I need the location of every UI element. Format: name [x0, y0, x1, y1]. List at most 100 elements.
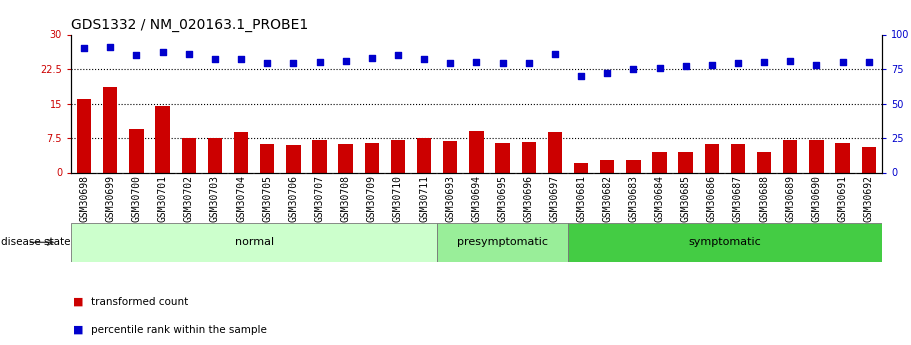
Bar [626, 160, 640, 172]
Bar [129, 129, 144, 172]
Point [260, 61, 274, 66]
Point [155, 50, 169, 55]
Text: GSM30710: GSM30710 [393, 175, 403, 222]
Text: GSM30693: GSM30693 [445, 175, 456, 222]
Text: GSM30692: GSM30692 [864, 175, 874, 222]
Bar [71, 223, 437, 262]
Point [652, 65, 667, 70]
Bar [286, 145, 301, 172]
Bar [679, 152, 693, 172]
Text: GSM30685: GSM30685 [681, 175, 691, 222]
Bar [809, 140, 824, 172]
Bar [652, 152, 667, 172]
Text: GSM30686: GSM30686 [707, 175, 717, 222]
Bar [103, 87, 118, 172]
Bar [568, 223, 882, 262]
Text: symptomatic: symptomatic [689, 237, 762, 247]
Bar [443, 141, 457, 172]
Text: GSM30700: GSM30700 [131, 175, 141, 222]
Point [626, 66, 640, 72]
Text: GSM30690: GSM30690 [812, 175, 822, 222]
Text: GSM30694: GSM30694 [472, 175, 481, 222]
Text: GSM30695: GSM30695 [497, 175, 507, 222]
Bar [548, 132, 562, 172]
Text: presymptomatic: presymptomatic [457, 237, 548, 247]
Point [391, 52, 405, 58]
Text: disease state: disease state [1, 237, 70, 247]
Bar [312, 140, 327, 172]
Point [521, 61, 536, 66]
Bar [862, 147, 876, 172]
Bar [208, 138, 222, 172]
Bar [437, 223, 568, 262]
Text: GSM30702: GSM30702 [184, 175, 194, 222]
Text: GSM30697: GSM30697 [550, 175, 560, 222]
Bar [260, 144, 274, 172]
Text: GSM30689: GSM30689 [785, 175, 795, 222]
Point [417, 57, 432, 62]
Point [809, 62, 824, 68]
Point [286, 61, 301, 66]
Bar [156, 106, 169, 172]
Bar [835, 142, 850, 172]
Point [783, 58, 798, 63]
Text: transformed count: transformed count [91, 297, 189, 307]
Text: GSM30699: GSM30699 [106, 175, 116, 222]
Point [496, 61, 510, 66]
Text: GSM30708: GSM30708 [341, 175, 351, 222]
Point [679, 63, 693, 69]
Bar [574, 163, 589, 172]
Point [704, 62, 719, 68]
Text: GSM30683: GSM30683 [629, 175, 639, 222]
Text: GSM30696: GSM30696 [524, 175, 534, 222]
Point [469, 59, 484, 65]
Text: GSM30688: GSM30688 [759, 175, 769, 222]
Bar [364, 142, 379, 172]
Point [600, 70, 615, 76]
Bar [339, 144, 353, 172]
Text: GSM30704: GSM30704 [236, 175, 246, 222]
Bar [77, 99, 91, 172]
Point [181, 51, 196, 57]
Text: GSM30691: GSM30691 [837, 175, 847, 222]
Text: ■: ■ [73, 297, 84, 307]
Point [731, 61, 745, 66]
Bar [704, 144, 719, 172]
Point [312, 59, 327, 65]
Point [208, 57, 222, 62]
Text: GSM30706: GSM30706 [289, 175, 299, 222]
Point [443, 61, 457, 66]
Bar [496, 142, 510, 172]
Bar [417, 138, 431, 172]
Bar [234, 132, 249, 172]
Text: percentile rank within the sample: percentile rank within the sample [91, 325, 267, 335]
Text: GSM30703: GSM30703 [210, 175, 220, 222]
Bar [783, 140, 797, 172]
Point [103, 44, 118, 50]
Point [364, 55, 379, 61]
Point [574, 73, 589, 79]
Text: GSM30701: GSM30701 [158, 175, 168, 222]
Text: GSM30681: GSM30681 [576, 175, 586, 222]
Text: GSM30687: GSM30687 [733, 175, 743, 222]
Text: GSM30682: GSM30682 [602, 175, 612, 222]
Point [757, 59, 772, 65]
Text: GDS1332 / NM_020163.1_PROBE1: GDS1332 / NM_020163.1_PROBE1 [71, 18, 308, 32]
Bar [731, 144, 745, 172]
Text: GSM30684: GSM30684 [654, 175, 664, 222]
Point [835, 59, 850, 65]
Point [338, 58, 353, 63]
Bar [391, 140, 405, 172]
Point [234, 57, 249, 62]
Text: ■: ■ [73, 325, 84, 335]
Point [129, 52, 144, 58]
Text: GSM30698: GSM30698 [79, 175, 89, 222]
Point [548, 51, 562, 57]
Bar [522, 142, 536, 172]
Text: normal: normal [234, 237, 273, 247]
Text: GSM30707: GSM30707 [314, 175, 324, 222]
Point [862, 59, 876, 65]
Bar [181, 138, 196, 172]
Text: GSM30711: GSM30711 [419, 175, 429, 222]
Text: GSM30705: GSM30705 [262, 175, 272, 222]
